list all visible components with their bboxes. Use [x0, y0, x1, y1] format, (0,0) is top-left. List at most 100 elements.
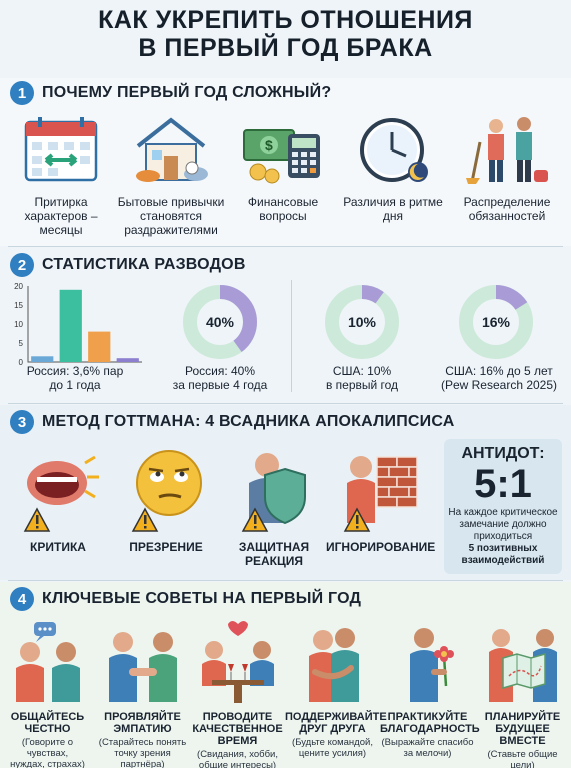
hug-icon — [308, 628, 359, 702]
tip-subtext-line-2: точку зрения партнёра) — [114, 748, 171, 768]
donut-caption: США: 10% в первый год — [302, 364, 422, 392]
tip-subtext: (Выражайте спасибо за мелочи) — [380, 737, 475, 759]
horseman-item: ПРЕЗРЕНИЕ — [114, 443, 218, 554]
divider — [8, 246, 563, 247]
section-gottman: 3 МЕТОД ГОТТМАНА: 4 ВСАДНИКА АПОКАЛИПСИС… — [0, 405, 571, 580]
tip-subtext-line-1: (Будьте командой, — [292, 737, 373, 748]
donut-caption-line-2: в первый год — [325, 378, 399, 392]
tip-label-line-1: ПЛАНИРУЙТЕ — [484, 711, 561, 723]
donut-caption-line-2: за первые 4 года — [172, 378, 268, 392]
reason-item: Притирка характеров – месяцы — [6, 112, 116, 237]
tip-item: ПРОВОДИТЕ КАЧЕСТВЕННОЕ ВРЕМЯ (Свидания, … — [190, 616, 285, 768]
bar — [31, 356, 54, 362]
section-key-tips: 4 КЛЮЧЕВЫЕ СОВЕТЫ НА ПЕРВЫЙ ГОД ОБЩАЙТЕС… — [0, 582, 571, 768]
tip-item: ПЛАНИРУЙТЕ БУДУЩЕЕ ВМЕСТЕ (Ставьте общие… — [475, 616, 570, 768]
tip-label: ПРОЯВЛЯЙТЕ ЭМПАТИЮ — [95, 711, 190, 735]
donut-chart — [325, 285, 399, 359]
tip-label: ПРОВОДИТЕ КАЧЕСТВЕННОЕ ВРЕМЯ — [190, 711, 285, 747]
tip-subtext-line-2: нуждах, страхах) — [10, 759, 85, 768]
tip-label-line-2: ЧЕСТНО — [24, 723, 71, 735]
tip-item: ПРОЯВЛЯЙТЕ ЭМПАТИЮ (Старайтесь понять то… — [95, 616, 190, 768]
tip-label-line-1: ПРОВОДИТЕ — [202, 711, 273, 723]
y-tick-label: 20 — [14, 282, 23, 291]
section-why-hard: 1 ПОЧЕМУ ПЕРВЫЙ ГОД СЛОЖНЫЙ? Притирка ха… — [0, 78, 571, 246]
divider — [8, 580, 563, 581]
tip-subtext: (Говорите о чувствах, нуждах, страхах) — [0, 737, 95, 768]
tip-subtext-line-2: за мелочи) — [403, 748, 452, 759]
reason-item: Распределение обязанностей — [452, 112, 562, 223]
tip-label-line-2: КАЧЕСТВЕННОЕ ВРЕМЯ — [192, 723, 283, 747]
tip-label: ПЛАНИРУЙТЕ БУДУЩЕЕ ВМЕСТЕ — [475, 711, 570, 747]
section-3-number: 3 — [10, 410, 34, 434]
section-1-title: ПОЧЕМУ ПЕРВЫЙ ГОД СЛОЖНЫЙ? — [42, 84, 332, 101]
chart-axis — [27, 286, 142, 363]
calendar-icon — [24, 117, 98, 182]
section-4-header: 4 КЛЮЧЕВЫЕ СОВЕТЫ НА ПЕРВЫЙ ГОД — [10, 586, 361, 612]
handshake-icon — [108, 632, 177, 702]
flower-gift-icon — [409, 628, 454, 702]
section-2-title: СТАТИСТИКА РАЗВОДОВ — [42, 256, 246, 273]
section-1-header: 1 ПОЧЕМУ ПЕРВЫЙ ГОД СЛОЖНЫЙ? — [10, 80, 331, 106]
y-tick-label: 15 — [14, 301, 23, 310]
divider — [8, 403, 563, 404]
antidote-box: АНТИДОТ: 5:1 На каждое критическое замеч… — [444, 439, 562, 574]
donut-russia: 40% — [180, 282, 260, 362]
donut-value: 10% — [347, 314, 377, 330]
horseman-label: ЗАЩИТНАЯ РЕАКЦИЯ — [222, 540, 326, 568]
tip-label-line-2: БУДУЩЕЕ ВМЕСТЕ — [495, 723, 550, 747]
horseman-item: КРИТИКА — [6, 443, 110, 554]
bar-caption-line-1: Россия: 3,6% пар — [26, 364, 124, 378]
tip-subtext-line-2: цените усилия) — [298, 748, 367, 759]
donut-caption: Россия: 40% за первые 4 года — [160, 364, 280, 392]
tip-label: ПРАКТИКУЙТЕ БЛАГОДАРНОСТЬ — [380, 711, 480, 735]
reason-item: Бытовые привычки становятся раздражителя… — [116, 112, 226, 237]
bar-caption: Россия: 3,6% пар до 1 года — [8, 364, 142, 392]
y-tick-label: 0 — [19, 358, 24, 367]
tip-subtext-line-1: (Свидания, хобби, — [197, 749, 278, 760]
donut-value: 40% — [205, 314, 235, 330]
tip-subtext-line-1: (Старайтесь понять — [98, 737, 187, 748]
clock-moon-icon — [360, 118, 428, 182]
tip-subtext: (Старайтесь понять точку зрения партнёра… — [95, 737, 190, 768]
money-calculator-icon: $ — [243, 129, 320, 184]
horseman-label-line-1: КРИТИКА — [30, 540, 86, 554]
tip-subtext: (Свидания, хобби, общие интересы) — [190, 749, 285, 768]
horseman-item: ЗАЩИТНАЯ РЕАКЦИЯ — [222, 443, 326, 568]
bar — [59, 289, 82, 362]
section-1-number: 1 — [10, 81, 34, 105]
antidote-ratio: 5:1 — [474, 462, 532, 506]
talking-couple-icon — [15, 622, 80, 702]
couple-chores-icon — [466, 117, 548, 184]
tip-item: ПРАКТИКУЙТЕ БЛАГОДАРНОСТЬ (Выражайте спа… — [380, 616, 480, 759]
horseman-label: ПРЕЗРЕНИЕ — [114, 540, 218, 554]
horseman-label-line-1: ПРЕЗРЕНИЕ — [129, 540, 203, 554]
section-divorce-stats: 2 СТАТИСТИКА РАЗВОДОВ 0 5 10 15 20 Россия: 3… — [0, 248, 571, 403]
dinner-date-icon — [201, 621, 274, 703]
tip-label-line-1: ОБЩАЙТЕСЬ — [10, 711, 85, 723]
section-2-header: 2 СТАТИСТИКА РАЗВОДОВ — [10, 252, 246, 278]
reason-label: Распределение обязанностей — [463, 195, 551, 223]
reason-label: Различия в ритме дня — [343, 195, 443, 223]
tip-item: ОБЩАЙТЕСЬ ЧЕСТНО (Говорите о чувствах, н… — [0, 616, 95, 768]
antidote-strong-text: 5 позитивных взаимодействий — [461, 543, 545, 566]
tip-label-line-1: ПРОЯВЛЯЙТЕ — [104, 711, 181, 723]
reason-item: Различия в ритме дня — [338, 112, 448, 223]
bar — [116, 358, 139, 362]
tip-label-line-2: БЛАГОДАРНОСТЬ — [380, 723, 480, 735]
page-title: КАК УКРЕПИТЬ ОТНОШЕНИЯ В ПЕРВЫЙ ГОД БРАК… — [0, 6, 571, 62]
svg-text:$: $ — [265, 137, 273, 153]
tip-subtext: (Будьте командой, цените усилия) — [285, 737, 380, 759]
eye-roll-face-icon — [131, 450, 202, 532]
section-3-title: МЕТОД ГОТТМАНА: 4 ВСАДНИКА АПОКАЛИПСИСА — [42, 413, 455, 430]
map-planning-icon — [488, 629, 557, 702]
section-3-header: 3 МЕТОД ГОТТМАНА: 4 ВСАДНИКА АПОКАЛИПСИС… — [10, 409, 454, 435]
reason-label: Бытовые привычки становятся раздражителя… — [117, 195, 225, 237]
tip-subtext-line-2: общие интересы) — [198, 760, 277, 768]
horseman-item: ИГНОРИРОВАНИЕ — [326, 443, 436, 554]
shouting-mouth-icon — [23, 455, 99, 532]
tip-subtext: (Ставьте общие цели) — [475, 749, 570, 768]
horseman-label-line-1: ИГНОРИРОВАНИЕ — [326, 540, 436, 554]
tip-label-line-1: ПОДДЕРЖИВАЙТЕ — [285, 711, 387, 723]
tip-item: ПОДДЕРЖИВАЙТЕ ДРУГ ДРУГА (Будьте командо… — [285, 616, 387, 759]
tip-label: ОБЩАЙТЕСЬ ЧЕСТНО — [0, 711, 95, 735]
